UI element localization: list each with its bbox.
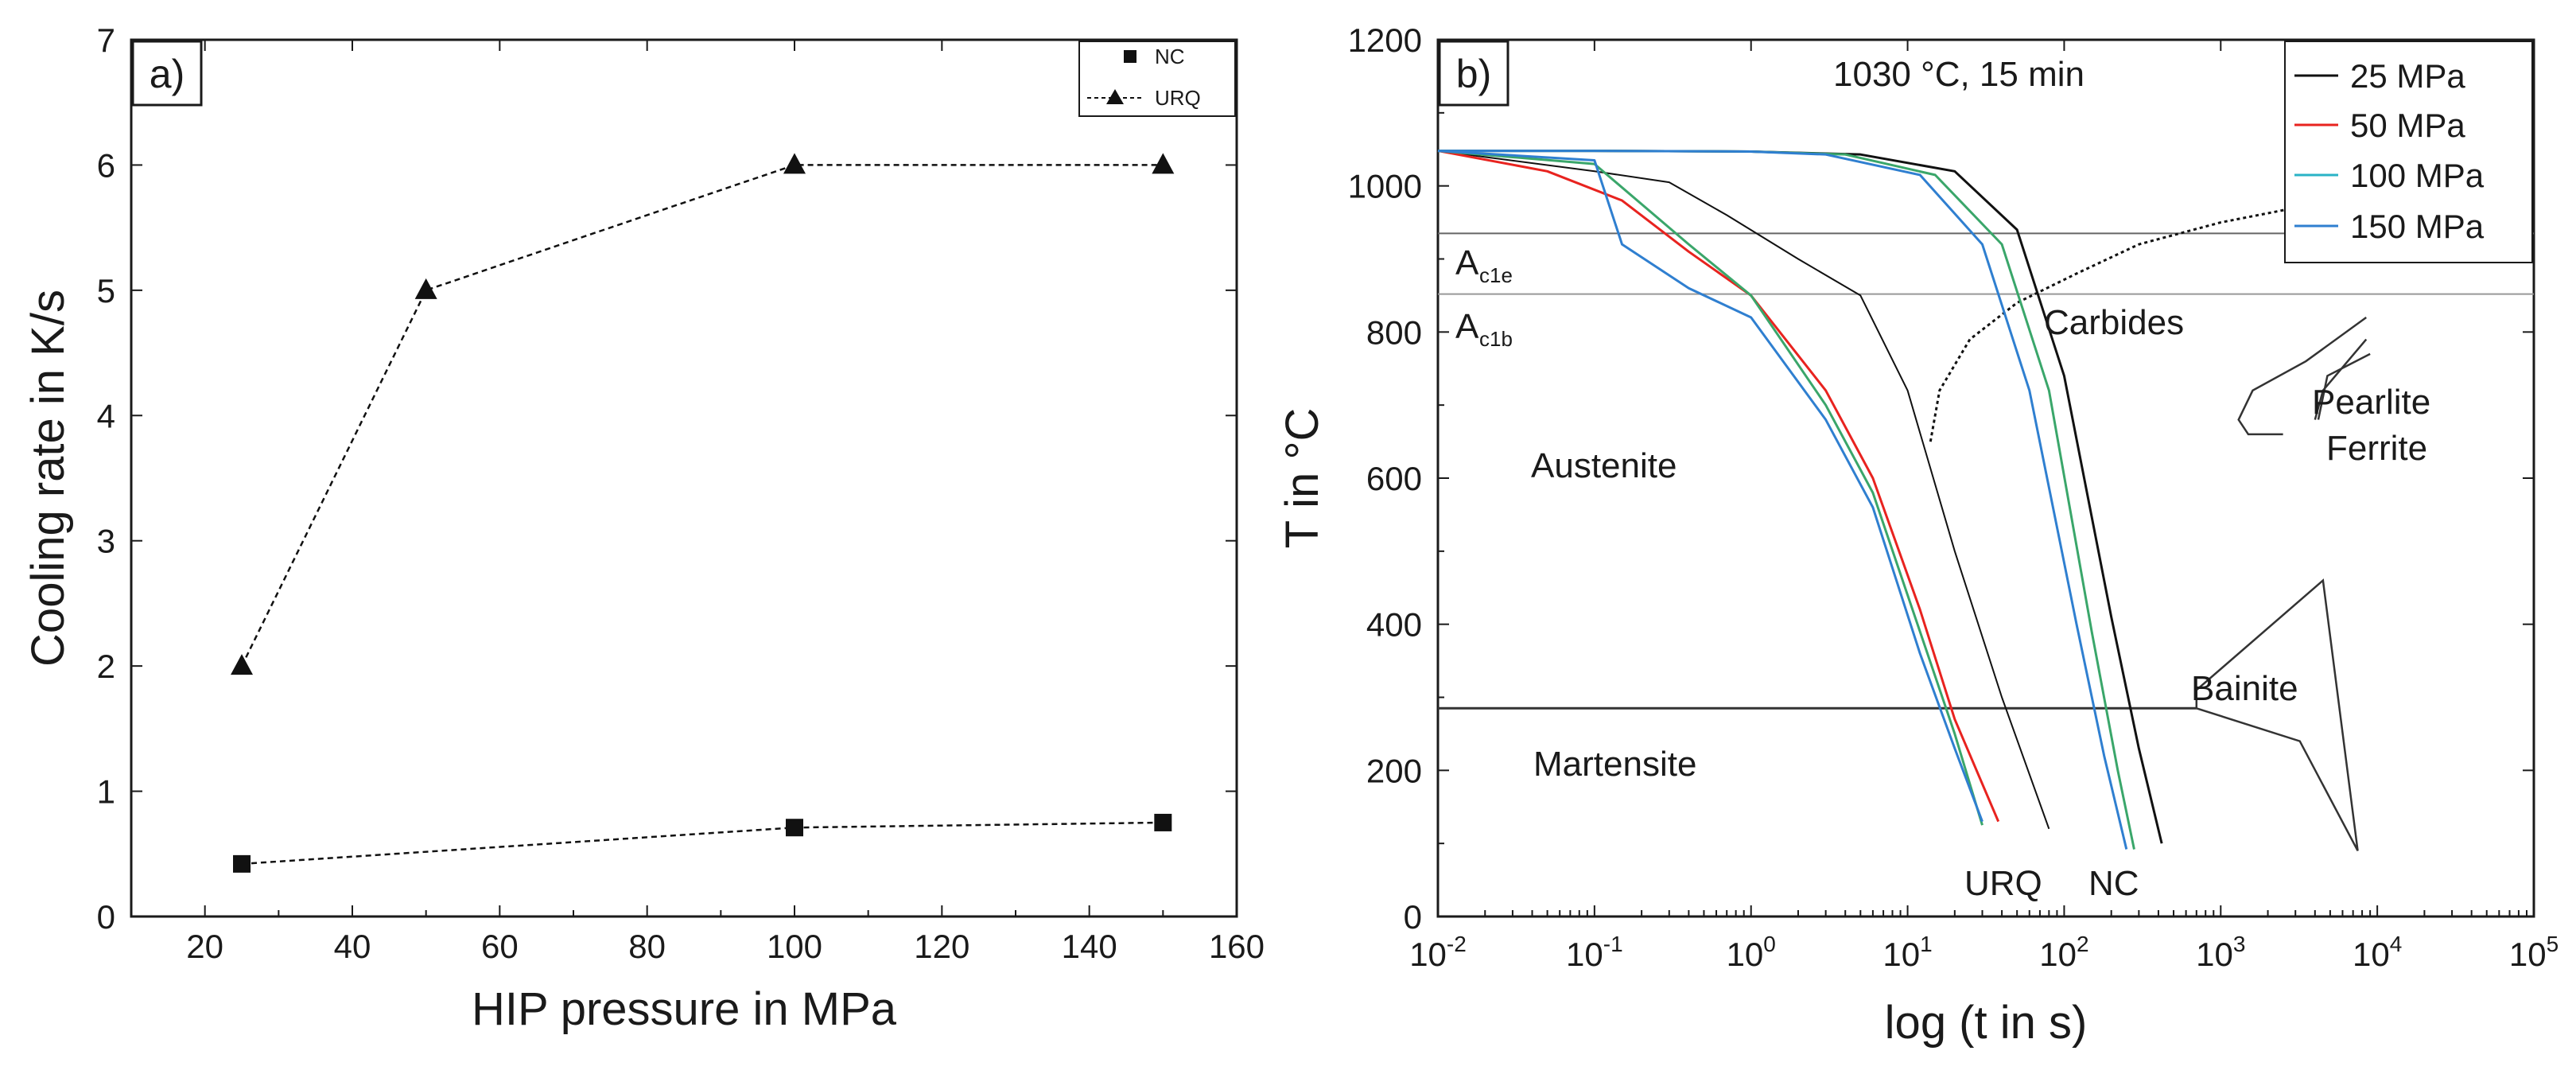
ac1e-main: A	[1455, 243, 1479, 282]
cooling-curve-urq-25-mpa	[1437, 150, 2050, 830]
x-tick-label: 105	[2509, 932, 2559, 973]
x-tick-label: 140	[1062, 928, 1117, 965]
pearlite-ferrite-inner-line	[2317, 352, 2371, 420]
panel-a-chart: 20 40 60 80 100 120 140 160 0 1 2 3 4 5 6 7 a) NC URQ H…	[22, 21, 1265, 1035]
x-tick-label: 102	[2039, 932, 2088, 973]
x-tick-label: 104	[2353, 932, 2402, 973]
series-line-nc	[241, 821, 1164, 866]
panel-b-label-box	[1438, 40, 1509, 107]
cooling-curve-urq-150-mpa	[1437, 150, 1983, 823]
x-tick-label: 100	[767, 928, 822, 965]
y-tick-label: 1000	[1348, 168, 1422, 205]
x-tick-label: 10-2	[1409, 932, 1467, 973]
x-tick-label: 60	[481, 928, 519, 965]
y-tick-label: 4	[97, 397, 115, 434]
x-tick-label: 10-1	[1566, 932, 1623, 973]
legend-100mpa-label: 100 MPa	[2350, 157, 2485, 194]
region-bainite: Bainite	[2191, 669, 2298, 708]
y-tick-label: 0	[97, 898, 115, 936]
y-tick-label: 2	[97, 648, 115, 685]
panel-b-x-axis-title: log (t in s)	[1885, 997, 2088, 1049]
panel-b-chart: 10-2 10-1 100 101 102 103 104 105 0 200 400 600 800 1…	[1276, 21, 2559, 1049]
condition-label: 1030 °C, 15 min	[1833, 55, 2085, 94]
x-tick-label: 120	[914, 928, 969, 965]
panel-a-x-axis-title: HIP pressure in MPa	[472, 983, 897, 1035]
y-tick-label: 1200	[1348, 21, 1422, 59]
x-tick-label: 20	[186, 928, 223, 965]
carbide-start-line	[1929, 203, 2331, 442]
x-tick-label: 160	[1209, 928, 1265, 965]
curve-label-nc: NC	[2088, 864, 2139, 903]
region-martensite: Martensite	[1533, 745, 1696, 784]
curve-label-urq: URQ	[1964, 864, 2042, 903]
legend-urq-marker	[1106, 89, 1124, 104]
legend-150mpa-label: 150 MPa	[2350, 208, 2485, 245]
panel-a-label-box	[131, 40, 203, 107]
bainite-region-outline	[2195, 578, 2359, 851]
data-point-nc	[233, 854, 251, 873]
cooling-curve-nc-150-mpa	[1438, 150, 2128, 850]
panel-b-cooling-curves	[1437, 150, 2163, 850]
cooling-curve-nc-25-mpa	[1438, 150, 2163, 844]
region-austenite: Austenite	[1531, 446, 1677, 485]
x-tick-label: 101	[1882, 932, 1932, 973]
region-pearlite: Pearlite	[2312, 383, 2430, 422]
panel-b-legend: 25 MPa 50 MPa 100 MPa 150 MPa	[2284, 41, 2533, 263]
panel-a-y-axis-title: Cooling rate in K/s	[22, 290, 74, 667]
y-tick-label: 5	[97, 272, 115, 309]
legend-nc-marker	[1124, 50, 1136, 63]
panel-b-transformation-lines	[1438, 203, 2371, 851]
x-tick-label: 103	[2196, 932, 2245, 973]
panel-b-y-axis-title: T in °C	[1276, 408, 1328, 549]
ac1e-label: A c1e	[1455, 243, 1513, 287]
cooling-curve-urq-100-mpa	[1437, 150, 1983, 826]
ac1b-main: A	[1455, 307, 1479, 346]
y-tick-label: 7	[97, 21, 115, 59]
region-ferrite: Ferrite	[2326, 429, 2427, 468]
legend-25mpa-label: 25 MPa	[2350, 57, 2465, 95]
x-tick-label: 40	[334, 928, 371, 965]
series-line-urq	[240, 164, 1164, 667]
panel-a-legend-box	[1078, 41, 1236, 117]
panel-a-legend: NC URQ	[1078, 41, 1236, 117]
panel-b-label: b)	[1456, 52, 1491, 96]
y-tick-label: 600	[1366, 460, 1422, 497]
data-point-urq	[231, 654, 253, 675]
ac1b-label: A c1b	[1455, 307, 1513, 351]
panel-a-label: a)	[150, 52, 185, 96]
cooling-curve-urq-50-mpa	[1437, 150, 2000, 823]
data-point-nc	[1154, 813, 1172, 831]
ac1e-subscript: c1e	[1479, 263, 1513, 287]
x-tick-label: 80	[628, 928, 666, 965]
y-tick-label: 3	[97, 523, 115, 560]
panel-a-plot-frame	[130, 38, 1238, 918]
panel-a-series	[231, 153, 1175, 873]
legend-urq-label: URQ	[1155, 86, 1201, 110]
data-point-urq	[783, 153, 806, 174]
ac1b-subscript: c1b	[1479, 327, 1513, 351]
data-point-urq	[1152, 153, 1175, 174]
legend-50mpa-label: 50 MPa	[2350, 107, 2465, 144]
region-carbides: Carbides	[2044, 303, 2184, 342]
y-tick-label: 200	[1366, 752, 1422, 789]
panel-b-ticks: 10-2 10-1 100 101 102 103 104 105 0 200 400 600 800 1…	[1348, 21, 2559, 973]
y-tick-label: 1	[97, 773, 115, 811]
x-tick-label: 100	[1727, 932, 1776, 973]
panel-a-ticks: 20 40 60 80 100 120 140 160 0 1 2 3 4 5 6 7	[97, 21, 1265, 965]
y-tick-label: 800	[1366, 313, 1422, 351]
pearlite-ferrite-outline	[2237, 316, 2367, 436]
y-tick-label: 400	[1366, 606, 1422, 644]
data-point-urq	[414, 278, 437, 299]
pearlite-ferrite-inner-line	[2314, 338, 2368, 420]
y-tick-label: 6	[97, 146, 115, 184]
y-tick-label: 0	[1404, 898, 1422, 936]
legend-nc-label: NC	[1155, 45, 1185, 68]
data-point-nc	[786, 819, 803, 837]
